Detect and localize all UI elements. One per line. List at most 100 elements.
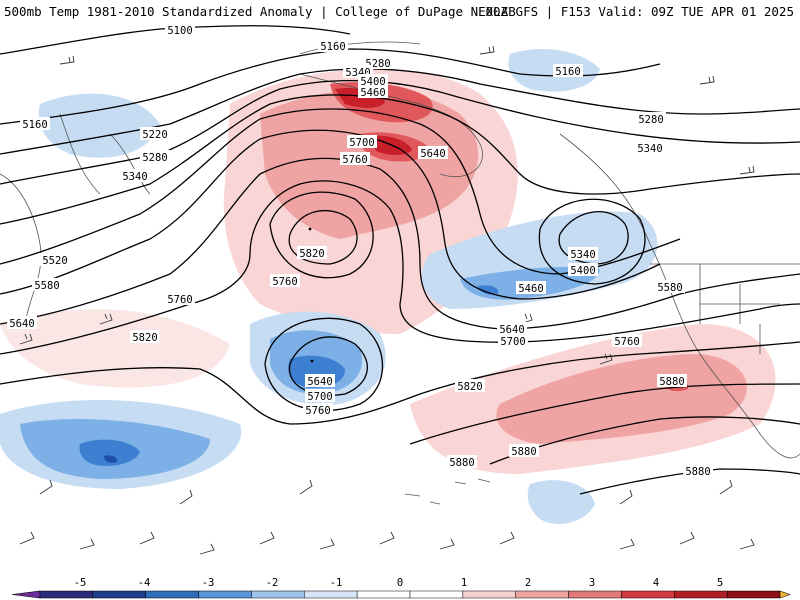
height-label: 5640 [418, 146, 448, 160]
cold-anomaly-area [527, 480, 595, 524]
wind-barb [619, 538, 635, 550]
height-label: 5340 [635, 141, 665, 155]
height-label-text: 5640 [420, 148, 445, 160]
colorbar-segment [462, 590, 516, 599]
colorbar-tick-label: 5 [717, 577, 723, 589]
height-label-text: 5820 [299, 248, 324, 260]
colorbar-segment [251, 590, 305, 599]
height-label-text: 5640 [307, 376, 332, 388]
height-label-text: 5760 [305, 405, 330, 417]
height-label-text: 5880 [685, 466, 710, 478]
height-label-text: 5340 [570, 249, 595, 261]
height-label-text: 5460 [518, 283, 543, 295]
height-label-text: 5160 [22, 119, 47, 131]
height-contour [264, 317, 383, 412]
wind-barb [39, 479, 53, 495]
wind-barbs [19, 45, 755, 555]
colorbar-segment [674, 590, 728, 599]
wind-barb [699, 75, 715, 85]
wind-barb [299, 479, 313, 495]
wind-barb [319, 538, 335, 550]
wind-barb [719, 479, 733, 495]
cold-anomaly-area [38, 93, 160, 158]
height-label: 5700 [347, 135, 377, 149]
wind-barb [379, 531, 395, 545]
colorbar-segment [568, 590, 622, 599]
height-label-text: 5760 [342, 154, 367, 166]
height-label-text: 5520 [42, 255, 67, 267]
height-label: 5280 [140, 150, 170, 164]
height-label: 5580 [32, 278, 62, 292]
height-contour [0, 94, 800, 225]
colorbar-segment [304, 590, 358, 599]
colorbar-segment [621, 590, 675, 599]
height-label-text: 5760 [272, 276, 297, 288]
colorbar-tick-label: -2 [266, 577, 279, 589]
wind-barb [739, 538, 755, 550]
height-label: 5880 [447, 455, 477, 469]
height-label-text: 5760 [167, 294, 192, 306]
colorbar-tick-label: 4 [653, 577, 659, 589]
height-label: 5220 [140, 127, 170, 141]
height-label-text: 5640 [499, 324, 524, 336]
height-label-text: 5880 [511, 446, 536, 458]
ridge-center-dot [308, 227, 312, 231]
height-label: 5340 [120, 169, 150, 183]
model-run-label: 00Z GFS | F153 Valid: 09Z TUE APR 01 202… [485, 4, 794, 19]
height-label-text: 5700 [307, 391, 332, 403]
hawaii-islands [404, 478, 491, 505]
height-label-text: 5700 [349, 137, 374, 149]
height-label-text: 5820 [132, 332, 157, 344]
wind-barb [739, 165, 755, 175]
height-label-text: 5760 [614, 336, 639, 348]
colorbar-segment [198, 590, 252, 599]
height-label: 5880 [657, 374, 687, 388]
colorbar-segment [726, 590, 781, 599]
colorbar-tick-label: -5 [74, 577, 87, 589]
colorbar-tick-label: -3 [202, 577, 215, 589]
height-contour [288, 336, 368, 396]
height-label-text: 5880 [659, 376, 684, 388]
asia-coast [0, 113, 151, 325]
height-label-text: 5160 [555, 66, 580, 78]
height-centers [308, 227, 314, 363]
height-label: 5760 [612, 334, 642, 348]
wind-barb [479, 45, 495, 55]
height-label: 5760 [340, 152, 370, 166]
height-contour [269, 191, 374, 279]
height-label: 5700 [305, 389, 335, 403]
height-label: 5820 [297, 246, 327, 260]
north-america-coast [559, 133, 800, 459]
height-label-text: 5100 [167, 25, 192, 37]
wind-barb [199, 543, 215, 555]
wind-barb [139, 531, 155, 545]
colorbar-segment [145, 590, 199, 599]
colorbar-tick-label: 3 [589, 577, 595, 589]
colorbar-left-arrow [11, 590, 41, 599]
height-label-text: 5640 [9, 318, 34, 330]
colorbar-segment [356, 590, 411, 599]
height-label: 5640 [7, 316, 37, 330]
height-label: 5280 [636, 112, 666, 126]
height-label-text: 5340 [122, 171, 147, 183]
header: 500mb Temp 1981-2010 Standardized Anomal… [0, 0, 800, 24]
colorbar-right-arrow [779, 590, 791, 599]
height-label-text: 5580 [34, 280, 59, 292]
wind-barb [259, 531, 275, 545]
height-label-text: 5280 [638, 114, 663, 126]
height-contour [409, 383, 800, 445]
wind-barb [439, 538, 455, 550]
height-label-text: 5820 [457, 381, 482, 393]
colorbar-tick-label: 1 [461, 577, 467, 589]
height-contour [579, 468, 800, 495]
colorbar-tick-label: -4 [138, 577, 151, 589]
height-label-text: 5700 [500, 336, 525, 348]
height-label: 5100 [165, 24, 195, 37]
height-label: 5460 [358, 85, 388, 99]
height-label-text: 5880 [449, 457, 474, 469]
wind-barb [599, 353, 613, 365]
height-contour [0, 341, 800, 425]
wind-barb [679, 531, 695, 545]
wind-barb [179, 489, 193, 505]
wind-barb [79, 538, 95, 550]
